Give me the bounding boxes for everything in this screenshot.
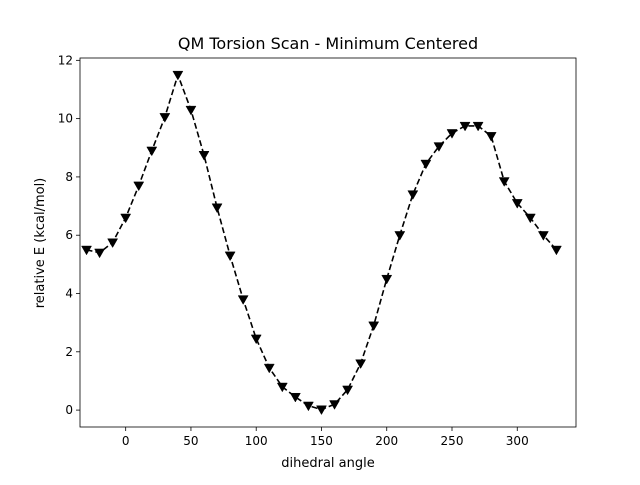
- y-tick-label: 6: [65, 228, 73, 242]
- data-point-marker: [94, 248, 106, 259]
- data-point-marker: [537, 231, 549, 241]
- data-point-marker: [172, 70, 184, 81]
- data-point-marker: [211, 203, 223, 214]
- x-tick-label: 100: [245, 434, 268, 448]
- data-point-marker: [420, 159, 432, 170]
- x-tick-label: 50: [183, 434, 198, 448]
- data-point-marker: [485, 132, 497, 142]
- data-point-marker: [263, 363, 275, 374]
- chart-title: QM Torsion Scan - Minimum Centered: [178, 34, 478, 53]
- data-point-marker: [498, 177, 510, 187]
- y-tick-label: 2: [65, 345, 73, 359]
- data-point-marker: [472, 121, 484, 132]
- data-point-marker: [146, 146, 158, 157]
- data-point-marker: [302, 401, 314, 412]
- plot-area: 0 50 100 150 200 250 300 0 2 4 6 8 10 12: [58, 53, 577, 448]
- data-point-marker: [107, 238, 119, 249]
- data-point-marker: [368, 321, 380, 332]
- data-point-marker: [289, 392, 301, 403]
- y-tick-label: 12: [58, 53, 73, 67]
- data-point-marker: [250, 334, 262, 345]
- data-point-marker: [133, 181, 145, 192]
- data-point-marker: [329, 400, 340, 410]
- data-point-marker: [237, 295, 249, 305]
- y-tick-label: 0: [65, 403, 73, 417]
- axes-frame: [79, 57, 577, 428]
- data-point-marker: [342, 385, 354, 396]
- data-point-marker: [459, 121, 471, 132]
- data-point-marker: [120, 213, 132, 224]
- data-point-marker: [224, 251, 236, 262]
- y-tick-label: 8: [65, 170, 73, 184]
- x-tick-label: 300: [506, 434, 529, 448]
- y-axis-label: relative E (kcal/mol): [33, 178, 48, 309]
- data-point-marker: [511, 199, 523, 209]
- data-point-marker: [355, 359, 367, 369]
- data-point-marker: [407, 190, 419, 200]
- data-point-marker: [550, 245, 562, 256]
- y-tick-label: 4: [65, 287, 73, 301]
- data-point-marker: [394, 231, 406, 241]
- data-point-marker: [446, 129, 458, 139]
- x-axis-label: dihedral angle: [281, 456, 374, 471]
- data-point-marker: [159, 113, 171, 123]
- x-tick-label: 250: [441, 434, 464, 448]
- data-point-marker: [381, 274, 393, 285]
- data-point-marker: [276, 382, 288, 393]
- x-tick-label: 150: [310, 434, 333, 448]
- data-point-marker: [433, 142, 445, 152]
- data-point-marker: [524, 213, 536, 224]
- data-point-marker: [81, 245, 92, 256]
- x-tick-label: 200: [375, 434, 398, 448]
- x-tick-label: 0: [122, 434, 130, 448]
- y-tick-label: 10: [58, 112, 73, 126]
- data-point-marker: [185, 105, 197, 116]
- data-point-marker: [198, 151, 210, 161]
- data-point-marker: [316, 405, 327, 416]
